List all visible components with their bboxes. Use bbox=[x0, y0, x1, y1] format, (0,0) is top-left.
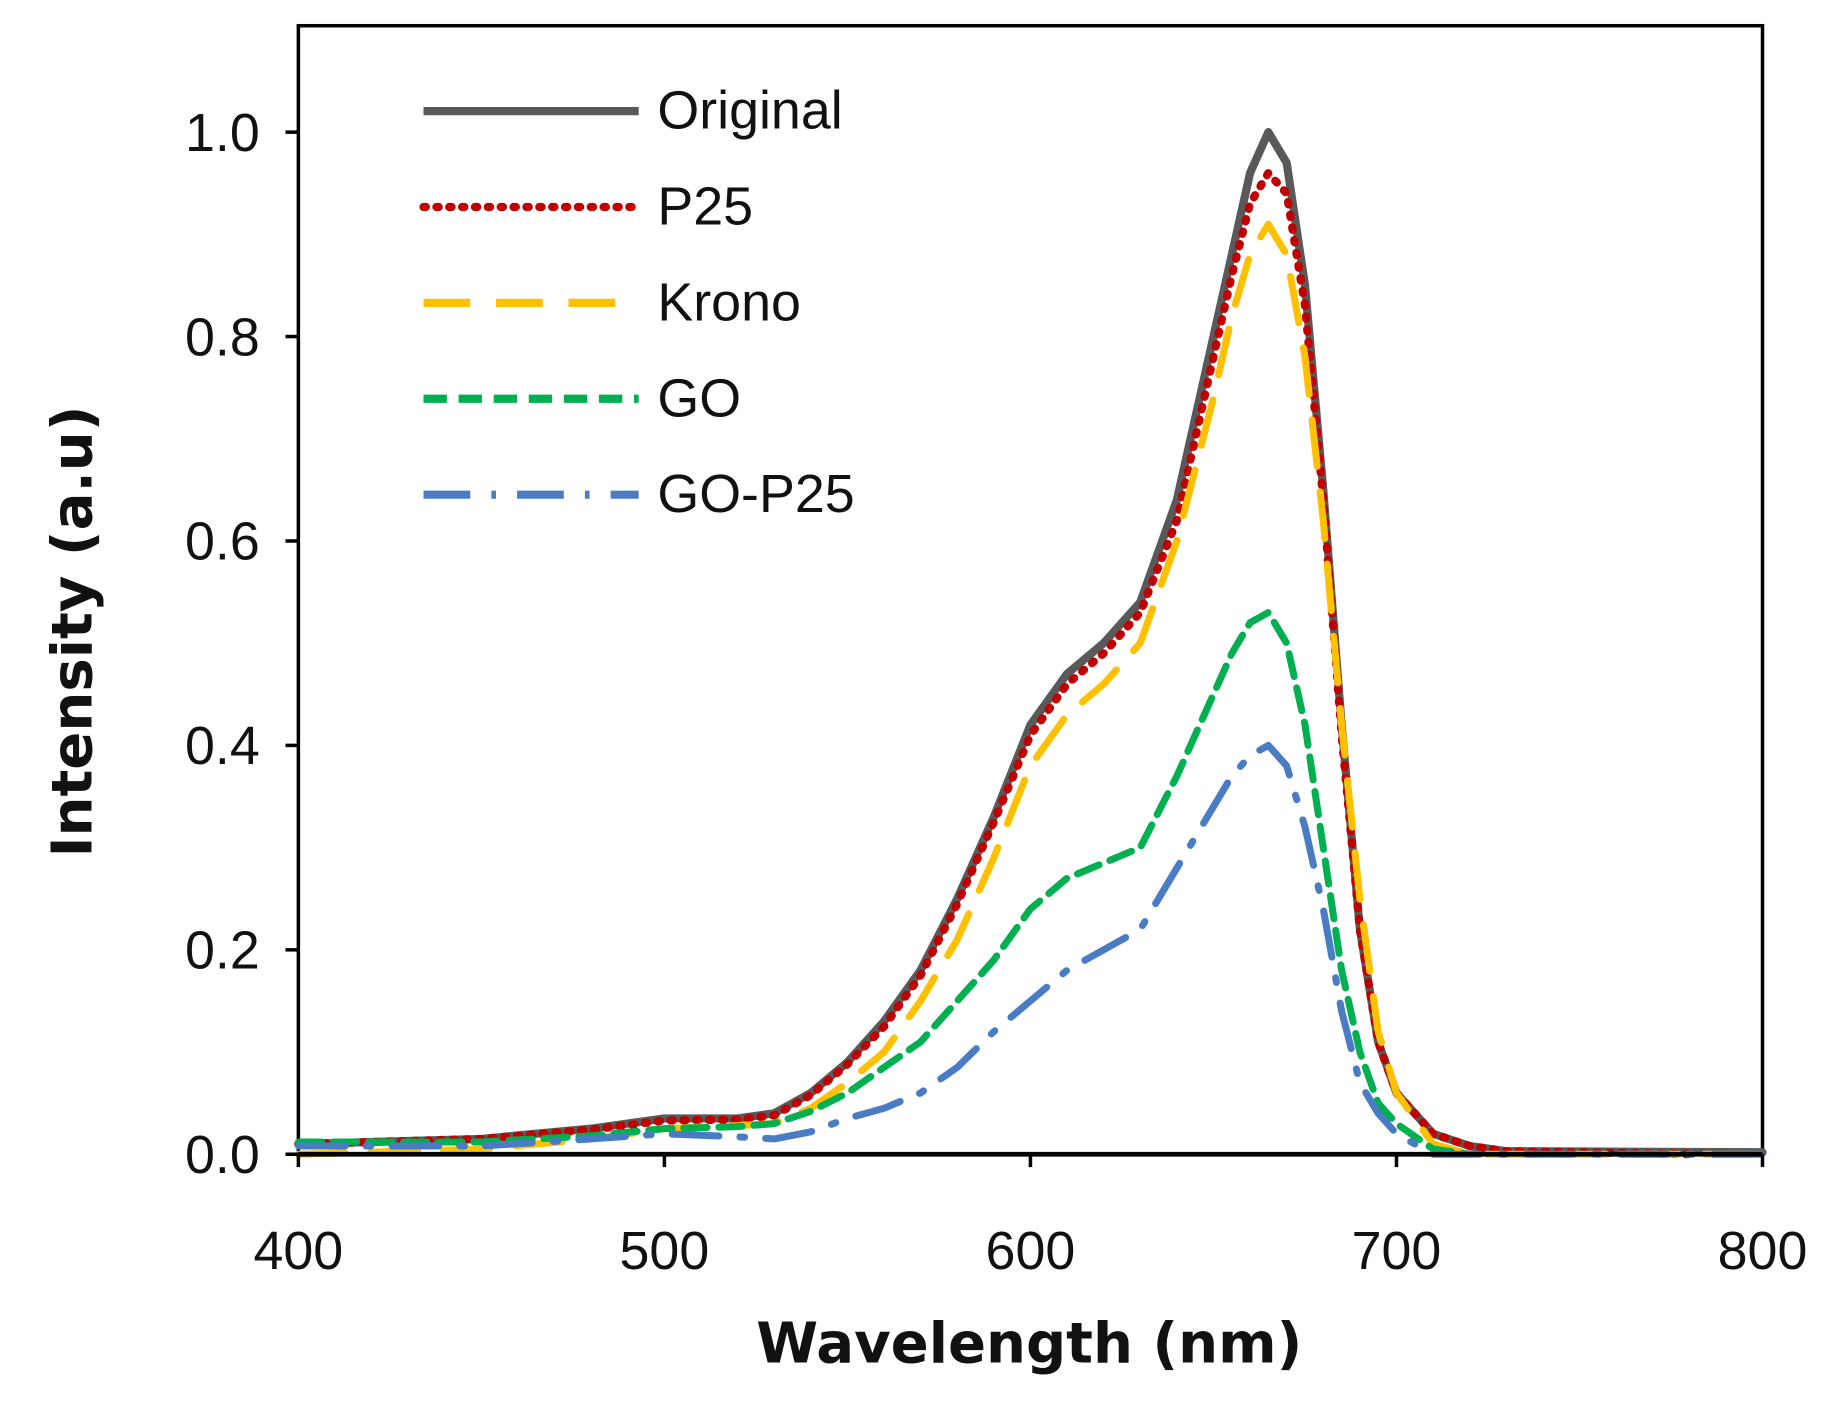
legend-label: Original bbox=[657, 81, 842, 141]
legend-label: GO-P25 bbox=[657, 464, 854, 524]
y-tick-label: 0.8 bbox=[185, 307, 260, 367]
ticks-layer: 400 500 600 700 800 0.0 0.2 0.4 0.6 0.8 1.0 bbox=[185, 103, 1807, 1281]
legend-label: GO bbox=[657, 368, 741, 428]
legend-label: P25 bbox=[657, 177, 753, 237]
x-tick-label: 500 bbox=[620, 1221, 710, 1281]
x-tick-label: 700 bbox=[1352, 1221, 1442, 1281]
series-line-go bbox=[294, 609, 1474, 1158]
x-axis-title: Wavelength (nm) bbox=[756, 1311, 1302, 1376]
x-tick-label: 400 bbox=[254, 1221, 344, 1281]
y-axis-title: Intensity (a.u) bbox=[40, 406, 105, 858]
series-line-p25 bbox=[294, 168, 1694, 1159]
y-tick-label: 1.0 bbox=[185, 103, 260, 163]
plot-frame bbox=[296, 23, 1765, 1156]
series-line-go-p25 bbox=[294, 741, 1767, 1158]
legend: Original P25 Krono GO GO-P25 bbox=[419, 81, 855, 524]
x-tick-label: 800 bbox=[1718, 1221, 1808, 1281]
legend-label: Krono bbox=[657, 272, 801, 332]
y-tick-label: 0.6 bbox=[185, 512, 260, 572]
y-tick-label: 0.0 bbox=[185, 1125, 260, 1185]
y-tick-label: 0.4 bbox=[185, 716, 260, 776]
series-layer bbox=[294, 128, 1767, 1159]
x-tick-label: 600 bbox=[986, 1221, 1076, 1281]
y-tick-label: 0.2 bbox=[185, 921, 260, 981]
series-line-krono bbox=[294, 220, 1767, 1158]
